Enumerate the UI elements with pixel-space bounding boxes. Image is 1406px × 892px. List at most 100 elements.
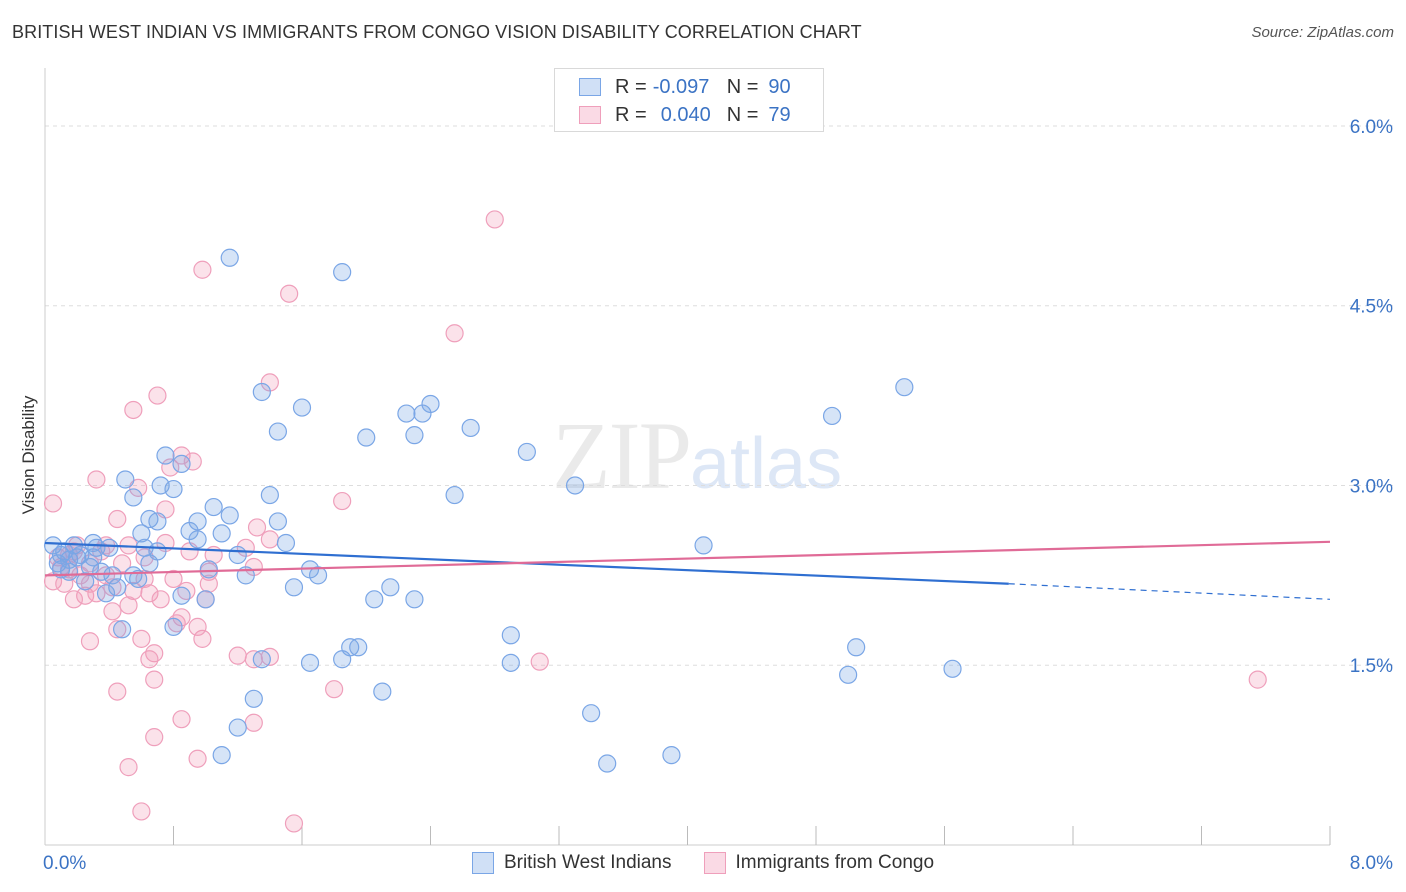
point-british-west-indians [103, 566, 122, 585]
point-immigrants-from-congo [333, 491, 352, 511]
legend-row-blue: R = -0.097 N = 90 [579, 73, 791, 101]
point-immigrants-from-congo [151, 590, 170, 609]
point-british-west-indians [373, 682, 392, 701]
point-british-west-indians [517, 442, 536, 462]
point-immigrants-from-congo [76, 586, 95, 605]
point-british-west-indians [333, 650, 352, 669]
point-immigrants-from-congo [188, 617, 207, 636]
point-british-west-indians [252, 650, 271, 669]
point-british-west-indians [357, 428, 376, 447]
point-british-west-indians [445, 485, 464, 505]
legend-n-label: N = [726, 75, 759, 98]
point-immigrants-from-congo [64, 590, 84, 609]
point-british-west-indians [196, 590, 215, 609]
point-british-west-indians [148, 512, 167, 531]
point-british-west-indians [112, 620, 132, 639]
point-british-west-indians [349, 638, 368, 657]
point-immigrants-from-congo [193, 260, 212, 279]
legend-n-value: 90 [768, 75, 791, 98]
point-british-west-indians [292, 398, 312, 417]
legend-label: Immigrants from Congo [735, 852, 935, 873]
point-british-west-indians [96, 584, 116, 603]
point-british-west-indians [694, 536, 713, 555]
point-immigrants-from-congo [193, 629, 212, 648]
point-immigrants-from-congo [172, 710, 191, 729]
legend-swatch-pink [703, 852, 726, 874]
point-immigrants-from-congo [1248, 670, 1267, 689]
point-immigrants-from-congo [112, 554, 132, 573]
point-british-west-indians [421, 394, 440, 414]
y-axis-label: Vision Disability [19, 395, 38, 514]
point-british-west-indians [212, 524, 231, 543]
legend-item-british-west-indians: British West Indians [471, 852, 672, 874]
legend-n-value: 79 [768, 103, 791, 126]
correlation-legend: R = -0.097 N = 90 R = 0.040 N = 79 [554, 68, 824, 132]
point-immigrants-from-congo [280, 284, 299, 303]
point-immigrants-from-congo [445, 324, 464, 343]
point-immigrants-from-congo [43, 494, 63, 513]
point-immigrants-from-congo [247, 518, 267, 537]
legend-item-immigrants-from-congo: Immigrants from Congo [703, 852, 935, 874]
point-immigrants-from-congo [119, 596, 138, 615]
point-british-west-indians [51, 545, 71, 565]
point-british-west-indians [80, 557, 100, 577]
series-legend: British West Indians Immigrants from Con… [0, 852, 1406, 874]
legend-row-pink: R = 0.040 N = 79 [579, 101, 791, 129]
point-british-west-indians [300, 653, 320, 672]
y-tick-label: 3.0% [1350, 476, 1393, 497]
point-british-west-indians [895, 378, 914, 397]
point-immigrants-from-congo [80, 632, 100, 651]
point-british-west-indians [397, 404, 416, 423]
point-british-west-indians [87, 538, 106, 557]
point-british-west-indians [92, 562, 111, 581]
point-immigrants-from-congo [325, 680, 344, 699]
point-immigrants-from-congo [87, 584, 106, 603]
point-immigrants-from-congo [108, 509, 127, 529]
point-british-west-indians [333, 263, 352, 282]
point-british-west-indians [156, 446, 175, 465]
point-british-west-indians [308, 566, 328, 585]
point-british-west-indians [381, 578, 400, 597]
watermark-atlas: atlas [690, 424, 843, 504]
point-immigrants-from-congo [164, 569, 183, 589]
legend-r-value: -0.097 [652, 75, 710, 98]
point-immigrants-from-congo [140, 584, 159, 603]
point-british-west-indians [501, 626, 520, 645]
point-british-west-indians [59, 562, 79, 581]
point-british-west-indians [116, 470, 135, 489]
trend-line-extension-british-west-indians [1008, 583, 1331, 600]
point-british-west-indians [252, 382, 271, 402]
point-british-west-indians [268, 422, 288, 441]
point-british-west-indians [847, 638, 866, 657]
legend-r-label: R = [615, 103, 647, 126]
point-british-west-indians [172, 586, 191, 605]
point-british-west-indians [188, 530, 207, 549]
point-immigrants-from-congo [124, 400, 143, 420]
point-british-west-indians [164, 479, 183, 499]
source-label: Source: ZipAtlas.com [1251, 24, 1394, 41]
point-immigrants-from-congo [188, 749, 207, 768]
legend-r-value: 0.040 [660, 103, 711, 126]
point-immigrants-from-congo [129, 478, 148, 497]
point-british-west-indians [84, 533, 103, 553]
legend-swatch-pink [579, 106, 601, 124]
legend-label: British West Indians [503, 852, 672, 873]
point-immigrants-from-congo [284, 814, 304, 833]
legend-swatch-blue [579, 78, 601, 96]
point-british-west-indians [228, 718, 247, 737]
chart-title: BRITISH WEST INDIAN VS IMMIGRANTS FROM C… [12, 22, 862, 42]
point-british-west-indians [565, 476, 585, 495]
point-british-west-indians [84, 548, 103, 567]
point-british-west-indians [129, 569, 148, 589]
point-british-west-indians [244, 689, 263, 708]
point-british-west-indians [943, 659, 962, 678]
point-immigrants-from-congo [108, 682, 127, 701]
point-immigrants-from-congo [87, 470, 106, 489]
point-british-west-indians [260, 485, 279, 505]
point-immigrants-from-congo [132, 629, 151, 648]
point-british-west-indians [598, 754, 617, 773]
legend-n-label: N = [726, 103, 759, 126]
point-british-west-indians [76, 572, 95, 591]
point-immigrants-from-congo [148, 386, 167, 405]
